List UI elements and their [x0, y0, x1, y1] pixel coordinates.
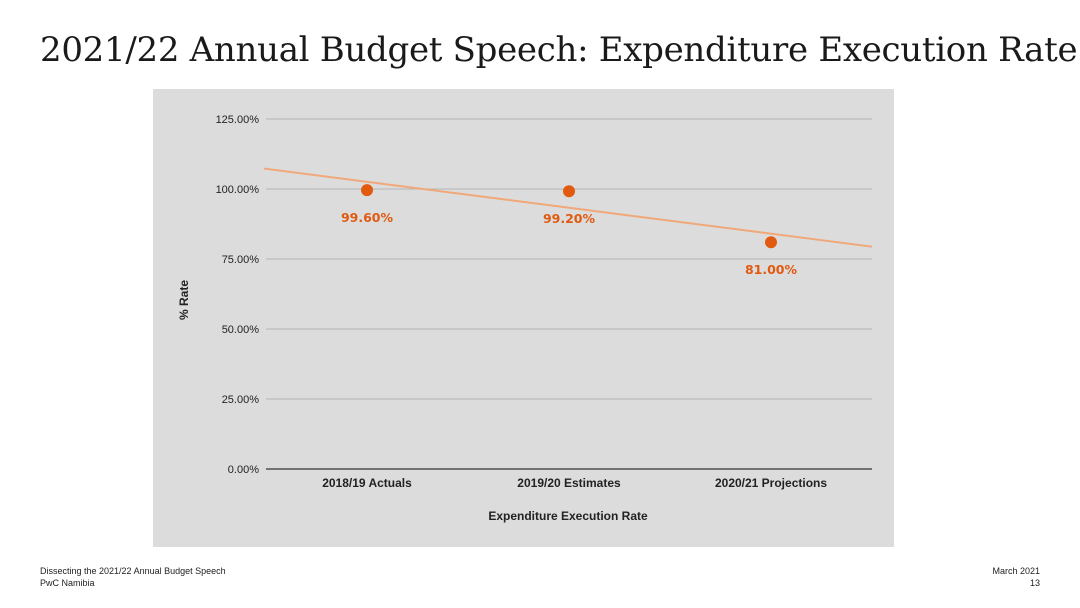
grid-layer — [266, 118, 872, 470]
y-tick-label: 0.00% — [228, 464, 259, 476]
y-tick-label: 100.00% — [216, 184, 260, 196]
footer-left: Dissecting the 2021/22 Annual Budget Spe… — [40, 565, 226, 589]
data-label: 99.20% — [543, 211, 596, 226]
footer-company: PwC Namibia — [40, 578, 95, 588]
footer-right: March 2021 13 — [992, 565, 1040, 589]
trendline-layer — [263, 167, 873, 248]
y-tick-label: 25.00% — [222, 394, 260, 406]
chart-panel: 0.00% 25.00% 50.00% 75.00% 100.00% 125.00% 99… — [153, 89, 894, 547]
y-tick-labels: 0.00% 25.00% 50.00% 75.00% 100.00% 125.00% — [216, 114, 260, 476]
x-tick-labels: 2018/19 Actuals 2019/20 Estimates 2020/21 … — [322, 476, 827, 490]
x-axis-title: Expenditure Execution Rate — [488, 509, 648, 523]
chart-svg: 0.00% 25.00% 50.00% 75.00% 100.00% 125.00% 99… — [177, 114, 873, 523]
x-tick-label: 2018/19 Actuals — [322, 476, 412, 490]
data-label: 99.60% — [341, 210, 394, 225]
y-tick-label: 50.00% — [222, 324, 260, 336]
footer-presentation-name: Dissecting the 2021/22 Annual Budget Spe… — [40, 566, 226, 576]
data-point — [563, 185, 575, 198]
slide-title: 2021/22 Annual Budget Speech: Expenditur… — [40, 30, 1078, 70]
data-point — [361, 184, 373, 197]
footer-page-number: 13 — [1029, 578, 1040, 588]
data-point — [765, 236, 777, 249]
footer-date: March 2021 — [992, 566, 1040, 576]
data-points: 99.60% 99.20% 81.00% — [341, 184, 798, 277]
x-tick-label: 2019/20 Estimates — [517, 476, 621, 490]
x-tick-label: 2020/21 Projections — [715, 476, 827, 490]
data-label: 81.00% — [745, 262, 798, 277]
y-tick-label: 75.00% — [222, 254, 260, 266]
trendline — [263, 167, 873, 248]
y-tick-label: 125.00% — [216, 114, 260, 126]
y-axis-title: % Rate — [177, 280, 191, 320]
